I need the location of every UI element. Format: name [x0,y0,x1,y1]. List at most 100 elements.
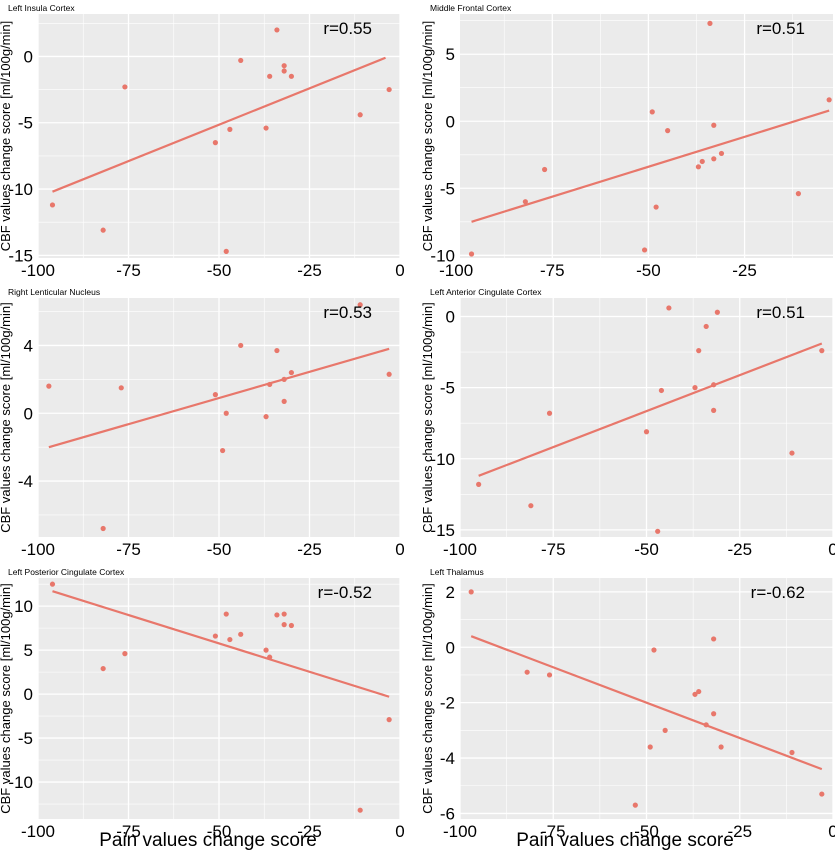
correlation-label: r=0.51 [756,19,805,38]
data-marks [468,20,832,257]
x-tick-label: -25 [297,540,322,559]
data-point [49,581,56,587]
data-point [546,410,553,416]
data-point [658,387,665,394]
data-point [711,407,717,413]
data-point [647,744,653,750]
y-tick-label: -6 [440,804,455,823]
regression-line [470,635,823,771]
y-tick-label: -4 [440,749,455,768]
x-tick-label: -25 [297,261,322,280]
data-point [281,63,287,69]
data-point [711,382,717,388]
data-point [703,323,709,330]
y-tick-label: -5 [440,379,455,398]
data-point [703,722,709,728]
data-point [274,612,280,618]
data-point [386,86,392,93]
y-tick-label: -10 [430,246,455,265]
y-tick-label: 0 [24,47,33,66]
data-point [692,691,698,697]
data-point [819,348,825,354]
data-point [281,622,287,628]
data-point [223,248,229,254]
x-tick-label: -25 [732,261,757,280]
data-point [122,84,128,90]
x-tick-label: -50 [634,540,659,559]
data-point [238,57,244,64]
data-point [122,651,128,657]
x-tick-label: 0 [828,540,835,559]
data-point [288,369,294,376]
data-point [711,636,717,642]
y-tick-label: -15 [430,521,455,540]
correlation-label: r=0.55 [323,19,372,38]
data-point [281,611,287,617]
data-point [100,525,106,532]
data-point [386,717,392,723]
data-point [227,126,233,132]
panel-title: Middle Frontal Cortex [430,3,512,13]
data-point [212,140,218,146]
data-point [220,447,226,454]
y-tick-label: -5 [18,114,33,133]
panel-title: Left Thalamus [430,567,484,577]
y-tick-label: 0 [24,685,33,704]
y-tick-label: -10 [8,180,33,199]
data-marks [49,27,392,254]
data-point [227,636,233,643]
data-point [288,622,294,629]
data-point [468,589,474,595]
data-point [476,481,482,487]
data-point [789,450,795,456]
data-point [274,27,280,33]
y-tick-label: 0 [446,638,455,657]
data-point [653,204,659,210]
y-axis-label: CBF values change score [ml/100g/min] [420,302,435,533]
data-point [267,654,273,660]
gridlines [460,14,833,258]
x-tick-label: -75 [116,540,141,559]
data-point [263,414,269,420]
data-point [696,688,702,695]
data-point [100,227,106,233]
data-point [632,802,638,808]
y-axis-label: CBF values change score [ml/100g/min] [0,21,13,252]
regression-line [48,347,390,449]
data-marks [468,589,825,808]
x-tick-label: -100 [21,822,55,841]
data-point [267,381,273,388]
regression-line [478,342,823,477]
data-point [541,166,548,173]
data-point [643,429,650,435]
data-point [357,807,363,813]
panel-6: -100 -75 -50 -25 0 -6 -4 -2 0 2 Left Thalamus r=-0.… [420,567,835,841]
panel-title: Left Insula Cortex [8,3,75,13]
y-tick-label: -10 [430,450,455,469]
data-point [714,309,720,315]
data-point [212,392,218,398]
data-point [651,647,657,653]
data-point [468,251,475,257]
data-point [718,744,724,750]
x-tick-label: -75 [116,261,141,280]
y-axis-label: CBF values change score [ml/100g/min] [420,583,435,814]
y-tick-label: 0 [446,307,455,326]
x-tick-label: 0 [828,822,835,841]
gridlines [38,298,400,537]
regression-line [52,56,386,193]
data-point [707,20,713,26]
x-tick-label: -25 [727,822,752,841]
y-tick-label: 5 [446,45,455,64]
data-point [665,128,671,134]
data-point [267,73,273,79]
data-point [281,68,287,74]
data-point [223,410,229,416]
data-point [46,383,52,389]
data-point [546,672,553,678]
data-point [212,633,218,639]
y-tick-label: 0 [24,404,33,423]
data-point [386,371,392,377]
y-axis-label: CBF values change score [ml/100g/min] [0,302,13,533]
x-tick-label: -50 [207,540,232,559]
